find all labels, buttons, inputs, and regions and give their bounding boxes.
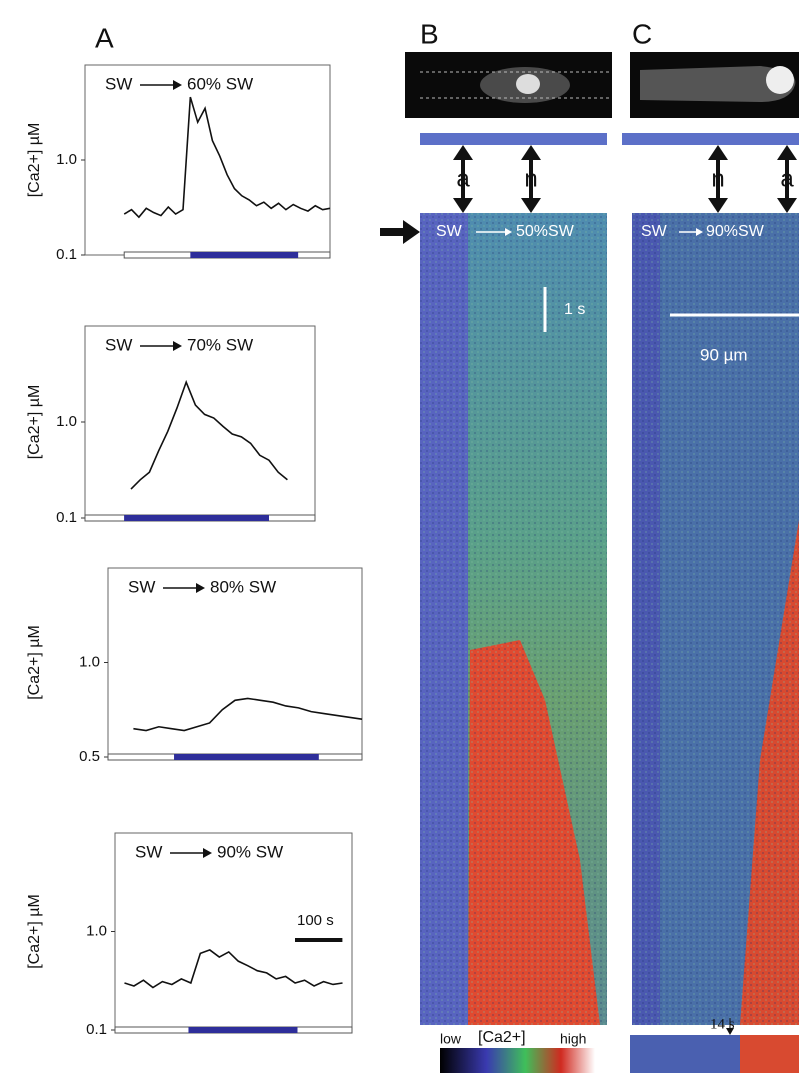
y-axis-label: [Ca2+] µM — [26, 123, 43, 198]
arrow — [173, 80, 182, 90]
annotation: 70% SW — [187, 335, 253, 354]
panel-label: C — [632, 18, 652, 49]
colorbar-label: high — [560, 1031, 586, 1047]
colorbar — [440, 1048, 595, 1073]
arrow — [726, 1028, 734, 1035]
arrow — [696, 228, 703, 236]
y-tick-label: 1.0 — [86, 922, 107, 939]
annotation: SW — [105, 74, 132, 93]
annotation: 90%SW — [706, 223, 765, 240]
marker-label: a — [780, 165, 794, 192]
arrow — [203, 848, 212, 858]
y-tick-label: 0.5 — [79, 748, 100, 765]
annotation: SW — [135, 842, 162, 861]
stimulus-bar — [174, 754, 319, 760]
arrow — [196, 583, 205, 593]
plot-frame — [84, 325, 316, 519]
panel-label: B — [420, 18, 439, 49]
stimulus-bar — [124, 515, 269, 521]
marker-label: n — [524, 165, 537, 192]
scale-label: 1 s — [564, 301, 585, 318]
annotation: 90% SW — [217, 842, 283, 861]
y-axis-label: [Ca2+] µM — [26, 625, 43, 700]
cell-image — [622, 52, 799, 145]
annotation: 60% SW — [187, 74, 253, 93]
annotation: 80% SW — [210, 577, 276, 596]
double-arrows — [453, 145, 797, 213]
kymograph — [630, 213, 799, 1073]
arrow — [173, 341, 182, 351]
y-axis-label: [Ca2+] µM — [26, 894, 43, 969]
panel-label: A — [95, 22, 114, 53]
cell-image — [405, 52, 612, 145]
trace — [123, 96, 331, 219]
trace — [130, 379, 288, 490]
y-tick-label: 0.1 — [56, 246, 77, 263]
y-tick-label: 1.0 — [79, 653, 100, 670]
trace — [133, 697, 363, 732]
marker-label: a — [456, 165, 470, 192]
annotation: SW — [105, 335, 132, 354]
trace — [124, 949, 343, 989]
y-tick-label: 1.0 — [56, 151, 77, 168]
y-tick-label: 0.1 — [86, 1021, 107, 1038]
annotation: SW — [128, 577, 155, 596]
colorbar-title: [Ca2+] — [478, 1029, 526, 1046]
annotation: SW — [436, 223, 463, 240]
stimulus-bar — [188, 1027, 298, 1033]
arrow — [505, 228, 512, 236]
plot-frame — [84, 64, 331, 256]
kymograph — [420, 213, 607, 1025]
y-axis-label: [Ca2+] µM — [26, 385, 43, 460]
colorbar-label: low — [440, 1031, 462, 1047]
plot-frame — [114, 832, 353, 1031]
marker-label: n — [711, 165, 724, 192]
annotation: 50%SW — [516, 223, 575, 240]
annotation: SW — [641, 223, 668, 240]
y-tick-label: 1.0 — [56, 413, 77, 430]
scale-label: 90 µm — [700, 345, 748, 364]
scale-label: 100 s — [297, 912, 334, 929]
stimulus-bar — [190, 252, 299, 258]
arrow — [380, 220, 420, 244]
y-tick-label: 0.1 — [56, 509, 77, 526]
